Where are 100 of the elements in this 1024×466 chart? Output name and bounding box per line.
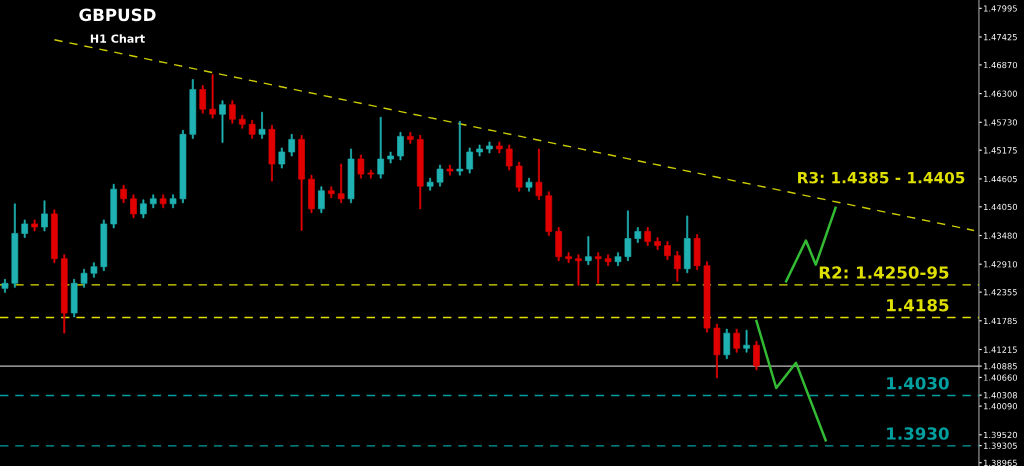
candlestick	[327, 186, 335, 199]
candlestick	[60, 254, 68, 334]
candlestick	[713, 323, 721, 379]
candlestick	[70, 278, 78, 318]
y-tick-label: 1.40090	[984, 403, 1018, 410]
candlestick	[238, 114, 246, 129]
y-tick-label: 1.44605	[984, 175, 1017, 183]
candlestick	[258, 111, 266, 139]
candlestick	[149, 194, 157, 209]
y-tick-label: 1.38965	[984, 459, 1017, 466]
annotation: R3: 1.4385 - 1.4405	[798, 171, 965, 184]
candlestick	[753, 340, 760, 371]
y-tick-label: 1.42355	[984, 289, 1017, 296]
candlestick	[298, 135, 305, 231]
y-tick-label: 1.43480	[984, 232, 1018, 239]
candlestick	[229, 100, 236, 124]
candlestick	[1, 278, 9, 293]
candlestick	[80, 268, 88, 288]
y-tick-label: 1.46870	[984, 61, 1018, 69]
ref-line-label: 1.3930	[887, 427, 949, 440]
candlestick	[357, 154, 365, 179]
candlestick	[120, 184, 127, 204]
y-tick-label: 1.47425	[984, 33, 1017, 41]
candlestick	[594, 252, 602, 284]
candlestick	[199, 85, 207, 114]
candlestick	[664, 241, 671, 261]
candlestick	[278, 147, 286, 169]
candlestick	[248, 119, 256, 139]
y-tick-label: 1.42910	[984, 261, 1018, 268]
candlestick	[496, 141, 503, 154]
y-tick-label: 1.45175	[984, 147, 1017, 154]
candlestick	[644, 227, 651, 246]
candlestick	[505, 144, 513, 171]
candlestick	[11, 203, 19, 288]
candlestick	[41, 200, 48, 232]
ref-line-label: 1.4030	[887, 376, 949, 390]
chart-title: GBPUSD	[79, 8, 156, 22]
y-tick-label: 1.39520	[984, 431, 1018, 439]
candlestick	[21, 219, 29, 238]
candlestick	[189, 79, 197, 139]
y-tick-label: 1.40308	[984, 392, 1017, 399]
candlestick	[219, 100, 226, 143]
y-tick-label: 1.41215	[984, 346, 1017, 353]
candlestick	[169, 194, 177, 209]
candlestick	[367, 169, 375, 179]
y-tick-label: 1.45730	[984, 119, 1018, 126]
candlestick	[555, 227, 563, 262]
candlestick	[318, 186, 325, 214]
candlestick	[140, 199, 147, 219]
text: H1 Chart	[90, 34, 145, 43]
candlestick	[387, 151, 394, 164]
candlestick	[535, 148, 543, 201]
y-tick-label: 1.39305	[984, 442, 1017, 449]
candlestick	[585, 236, 592, 266]
candlestick	[51, 209, 58, 264]
candlestick	[268, 124, 276, 182]
candlestick	[525, 177, 533, 192]
candlestick	[179, 129, 187, 204]
candlestick	[733, 328, 740, 353]
candlestick	[723, 328, 731, 360]
candlestick	[743, 329, 750, 353]
candlestick	[545, 191, 553, 236]
candlestick	[624, 210, 632, 262]
y-tick-label: 1.41785	[984, 317, 1017, 325]
candlestick	[347, 148, 355, 204]
candlestick	[377, 116, 385, 179]
candlestick	[90, 262, 98, 278]
y-tick-label: 1.40660	[984, 374, 1018, 381]
candlestick	[130, 194, 137, 219]
candlestick	[31, 219, 38, 232]
candlestick	[703, 261, 711, 333]
candlestick	[100, 219, 108, 272]
candlestick	[614, 252, 622, 267]
candlestick	[416, 135, 424, 210]
ref-line-label: 1.4185	[887, 298, 949, 312]
candlestick	[308, 174, 315, 214]
y-tick-label: 1.40885	[984, 363, 1017, 370]
candlestick	[407, 132, 414, 144]
candlestick	[575, 254, 582, 286]
candlestick	[337, 163, 345, 204]
candlestick	[436, 164, 444, 187]
ref-line-label: R2: 1.4250-95	[819, 266, 949, 279]
candlestick	[288, 134, 296, 157]
candlestick	[426, 177, 434, 191]
y-tick-label: 1.47995	[984, 5, 1017, 12]
candlestick	[674, 251, 681, 282]
y-tick-label: 1.46300	[984, 90, 1018, 97]
candlestick	[397, 132, 404, 161]
y-tick-label: 1.44050	[984, 203, 1018, 211]
candlestick	[654, 237, 661, 250]
candlestick	[683, 215, 691, 274]
candlestick	[456, 120, 464, 176]
candlestick	[634, 227, 642, 243]
candlestick	[565, 252, 572, 264]
candlestick	[486, 141, 493, 154]
candlestick	[446, 164, 454, 176]
candlestick	[515, 161, 523, 192]
candlestick	[159, 194, 167, 209]
candlestick	[604, 254, 612, 267]
candlestick	[476, 144, 483, 157]
